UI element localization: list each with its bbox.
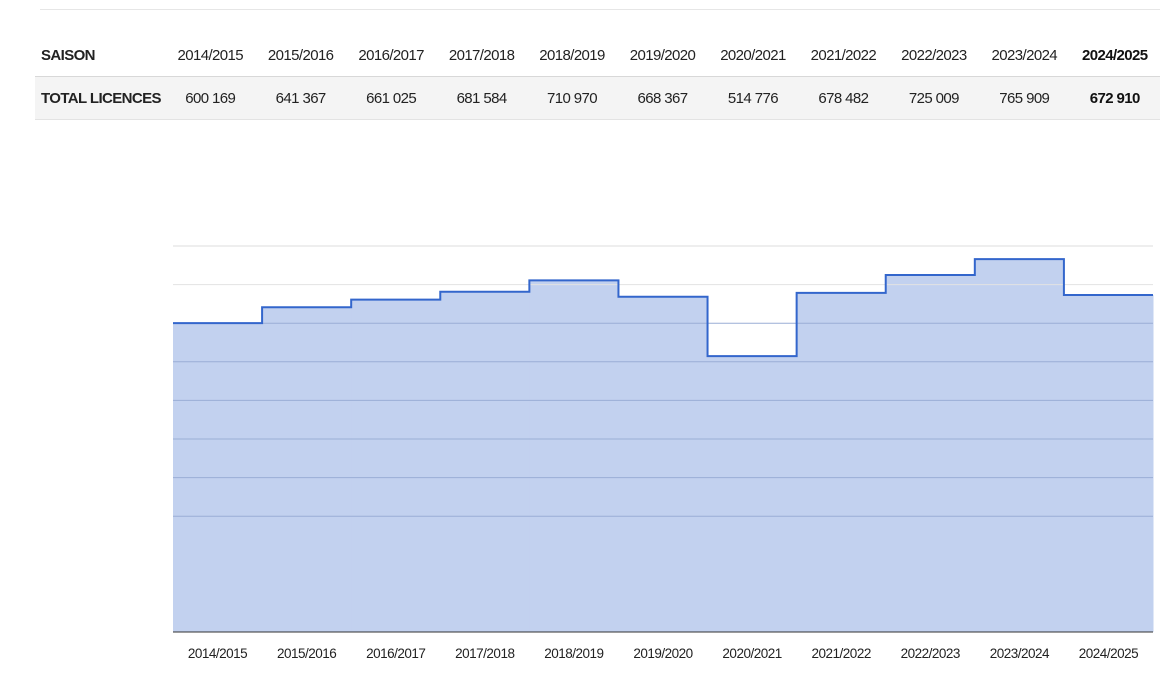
total-cell: 678 482 — [798, 76, 889, 120]
season-header: SAISON — [35, 34, 165, 77]
area-step-2020/2021 — [707, 356, 798, 632]
total-cell: 668 367 — [617, 76, 708, 120]
total-cell: 681 584 — [436, 76, 527, 120]
season-cell: 2023/2024 — [979, 34, 1070, 77]
total-cell: 725 009 — [888, 76, 980, 120]
season-cell: 2018/2019 — [526, 34, 618, 77]
season-cell: 2016/2017 — [345, 34, 437, 77]
area-step-2024/2025 — [1063, 295, 1154, 632]
season-cell: 2015/2016 — [255, 34, 346, 77]
x-tick-label: 2024/2025 — [1079, 646, 1138, 661]
x-tick-label: 2018/2019 — [544, 646, 603, 661]
licences-table: SAISON 2014/2015 2015/2016 2016/2017 201… — [35, 34, 1160, 120]
total-cell: 710 970 — [526, 76, 618, 120]
table-header-row: SAISON 2014/2015 2015/2016 2016/2017 201… — [35, 34, 1160, 77]
x-tick-label: 2022/2023 — [901, 646, 960, 661]
top-divider — [40, 9, 1160, 10]
area-step-2016/2017 — [351, 299, 441, 632]
season-cell: 2020/2021 — [707, 34, 799, 77]
season-cell: 2021/2022 — [798, 34, 889, 77]
season-cell: 2017/2018 — [436, 34, 527, 77]
season-cell: 2014/2015 — [165, 34, 256, 77]
x-tick-label: 2016/2017 — [366, 646, 425, 661]
total-cell: 600 169 — [165, 76, 256, 120]
area-step-2019/2020 — [618, 296, 709, 632]
area-step-2018/2019 — [529, 280, 619, 632]
area-step-2017/2018 — [440, 291, 530, 632]
x-tick-label: 2020/2021 — [722, 646, 781, 661]
area-step-2021/2022 — [796, 292, 887, 632]
total-cell: 765 909 — [979, 76, 1070, 120]
season-cell: 2022/2023 — [888, 34, 980, 77]
season-cell: 2019/2020 — [617, 34, 708, 77]
series-step-line — [173, 258, 1153, 358]
x-tick-label: 2021/2022 — [812, 646, 871, 661]
area-step-2023/2024 — [974, 259, 1065, 632]
x-tick-label: 2019/2020 — [633, 646, 692, 661]
x-tick-label: 2017/2018 — [455, 646, 514, 661]
x-tick-label: 2023/2024 — [990, 646, 1050, 661]
season-cell-current: 2024/2025 — [1069, 34, 1160, 77]
x-tick-label: 2014/2015 — [188, 646, 247, 661]
x-tick-label: 2015/2016 — [277, 646, 336, 661]
total-cell: 514 776 — [707, 76, 799, 120]
total-cell: 661 025 — [345, 76, 437, 120]
total-cell-current: 672 910 — [1069, 76, 1160, 120]
area-step-2015/2016 — [262, 307, 352, 632]
table-total-row: TOTAL LICENCES 600 169 641 367 661 025 6… — [35, 76, 1160, 120]
total-licences-header: TOTAL LICENCES — [35, 76, 165, 120]
total-cell: 641 367 — [255, 76, 346, 120]
area-step-2022/2023 — [885, 274, 976, 632]
